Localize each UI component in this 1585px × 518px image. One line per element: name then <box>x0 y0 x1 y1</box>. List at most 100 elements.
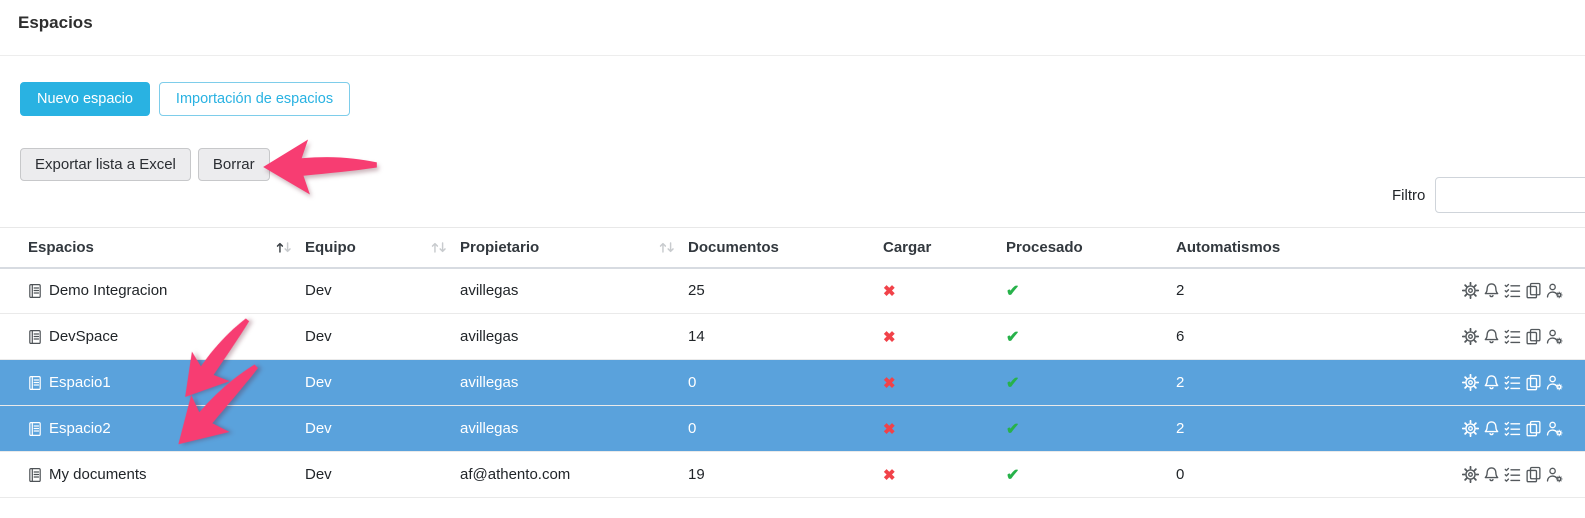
settings-icon[interactable] <box>1462 420 1479 437</box>
table-row[interactable]: My documents Dev af@athento.com 19 ✖ ✔ 0 <box>0 451 1585 498</box>
table-row[interactable]: Espacio1 Dev avillegas 0 ✖ ✔ 2 <box>0 359 1585 406</box>
bell-icon[interactable] <box>1483 466 1500 483</box>
tasks-icon[interactable] <box>1504 466 1521 483</box>
cross-icon: ✖ <box>883 466 896 484</box>
automatisms-cell: 0 <box>1176 451 1465 498</box>
tasks-icon[interactable] <box>1504 420 1521 437</box>
column-header-propietario[interactable]: Propietario <box>460 227 688 269</box>
cargar-cell: ✖ <box>883 405 1006 452</box>
cross-icon: ✖ <box>883 328 896 346</box>
settings-icon[interactable] <box>1462 282 1479 300</box>
documents-cell: 19 <box>688 451 883 498</box>
automatisms-cell: 6 <box>1176 313 1465 360</box>
column-header-equipo[interactable]: Equipo <box>305 227 460 269</box>
user-settings-icon[interactable] <box>1546 328 1563 345</box>
new-space-button[interactable]: Nuevo espacio <box>20 82 150 116</box>
export-excel-button[interactable]: Exportar lista a Excel <box>20 148 191 181</box>
automatisms-cell: 2 <box>1176 405 1465 452</box>
title-divider <box>0 55 1585 56</box>
procesado-cell: ✔ <box>1006 267 1176 314</box>
bell-icon[interactable] <box>1483 420 1500 437</box>
journal-icon <box>27 283 43 299</box>
copy-icon[interactable] <box>1525 374 1542 391</box>
team-cell: Dev <box>305 451 460 498</box>
user-settings-icon[interactable] <box>1546 420 1563 437</box>
space-name: DevSpace <box>49 328 119 345</box>
column-header-espacios[interactable]: Espacios <box>0 227 305 269</box>
user-settings-icon[interactable] <box>1546 282 1563 299</box>
team-cell: Dev <box>305 405 460 452</box>
owner-cell: avillegas <box>460 405 688 452</box>
bell-icon[interactable] <box>1483 328 1500 345</box>
tasks-icon[interactable] <box>1504 374 1521 391</box>
journal-icon <box>27 329 43 345</box>
procesado-cell: ✔ <box>1006 359 1176 406</box>
sort-icon[interactable] <box>275 240 293 255</box>
owner-cell: avillegas <box>460 267 688 314</box>
cross-icon: ✖ <box>883 282 896 300</box>
filter-input[interactable] <box>1435 177 1585 213</box>
delete-button[interactable]: Borrar <box>197 148 270 181</box>
cargar-cell: ✖ <box>883 313 1006 360</box>
copy-icon[interactable] <box>1525 420 1542 437</box>
user-settings-icon[interactable] <box>1546 374 1563 391</box>
table-row[interactable]: Espacio2 Dev avillegas 0 ✖ ✔ 2 <box>0 405 1585 452</box>
import-spaces-button[interactable]: Importación de espacios <box>158 82 351 116</box>
owner-cell: af@athento.com <box>460 451 688 498</box>
copy-icon[interactable] <box>1525 328 1542 345</box>
bell-icon[interactable] <box>1483 374 1500 391</box>
spaces-table: Espacios Equipo <box>0 227 1585 498</box>
annotation-arrow-delete <box>258 134 382 200</box>
page-title: Espacios <box>18 13 93 32</box>
documents-cell: 14 <box>688 313 883 360</box>
check-icon: ✔ <box>1006 328 1020 346</box>
cargar-cell: ✖ <box>883 359 1006 406</box>
table-row[interactable]: DevSpace Dev avillegas 14 ✖ ✔ 6 <box>0 313 1585 360</box>
journal-icon <box>27 421 43 437</box>
filter-label: Filtro <box>1392 186 1426 204</box>
sort-icon[interactable] <box>658 240 676 255</box>
copy-icon[interactable] <box>1525 466 1542 483</box>
column-label: Equipo <box>305 238 356 256</box>
primary-actions: Nuevo espacio Importación de espacios <box>20 82 351 116</box>
journal-icon <box>27 375 43 391</box>
copy-icon[interactable] <box>1525 282 1542 299</box>
column-label: Espacios <box>28 238 94 256</box>
sort-icon[interactable] <box>430 240 448 255</box>
column-header-automatismos: Automatismos <box>1176 227 1465 269</box>
column-label: Propietario <box>460 238 540 256</box>
check-icon: ✔ <box>1006 282 1020 300</box>
team-cell: Dev <box>305 313 460 360</box>
filter-bar: Filtro <box>1392 177 1585 213</box>
tasks-icon[interactable] <box>1504 282 1521 299</box>
cross-icon: ✖ <box>883 420 896 438</box>
automatisms-cell: 2 <box>1176 267 1465 314</box>
procesado-cell: ✔ <box>1006 405 1176 452</box>
user-settings-icon[interactable] <box>1546 466 1563 483</box>
settings-icon[interactable] <box>1462 328 1479 345</box>
documents-cell: 0 <box>688 405 883 452</box>
check-icon: ✔ <box>1006 466 1020 484</box>
table-header-row: Espacios Equipo <box>0 227 1585 269</box>
check-icon: ✔ <box>1006 374 1020 392</box>
space-name: My documents <box>49 466 147 483</box>
bell-icon[interactable] <box>1483 282 1500 299</box>
documents-cell: 0 <box>688 359 883 406</box>
space-name: Demo Integracion <box>49 282 168 300</box>
table-row[interactable]: Demo Integracion Dev avillegas 25 ✖ ✔ 2 <box>0 267 1585 314</box>
journal-icon <box>27 467 43 483</box>
documents-cell: 25 <box>688 267 883 314</box>
owner-cell: avillegas <box>460 359 688 406</box>
space-name: Espacio1 <box>49 374 111 391</box>
column-header-actions <box>1465 227 1585 269</box>
tasks-icon[interactable] <box>1504 328 1521 345</box>
settings-icon[interactable] <box>1462 466 1479 483</box>
table-body: Demo Integracion Dev avillegas 25 ✖ ✔ 2 DevSpac… <box>0 267 1585 498</box>
procesado-cell: ✔ <box>1006 451 1176 498</box>
column-header-documentos: Documentos <box>688 227 883 269</box>
owner-cell: avillegas <box>460 313 688 360</box>
settings-icon[interactable] <box>1462 374 1479 391</box>
column-header-cargar: Cargar <box>883 227 1006 269</box>
cross-icon: ✖ <box>883 374 896 392</box>
